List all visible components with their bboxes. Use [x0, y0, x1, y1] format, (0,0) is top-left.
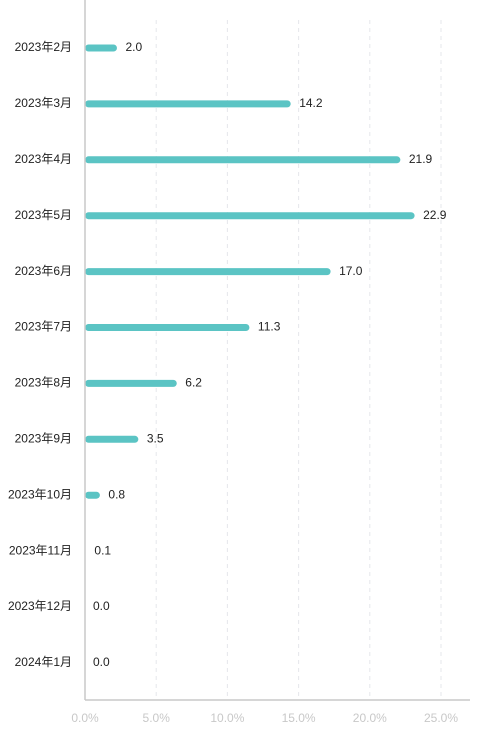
value-label: 2.0 — [125, 40, 142, 54]
x-tick-label: 20.0% — [353, 711, 387, 725]
category-label: 2023年5月 — [15, 208, 72, 222]
grid-lines — [155, 20, 442, 700]
category-label: 2023年10月 — [8, 487, 72, 501]
value-label: 0.0 — [93, 655, 110, 669]
value-label: 17.0 — [339, 264, 363, 278]
axes — [84, 0, 470, 701]
value-label: 0.8 — [108, 487, 125, 501]
value-label: 6.2 — [185, 376, 202, 390]
value-label: 0.1 — [94, 543, 111, 557]
category-label: 2023年11月 — [9, 543, 72, 557]
value-labels: 2.0 14.2 21.9 22.9 17.0 11.3 6.2 3.5 0.8 0.1 0.0 0.… — [93, 40, 447, 669]
category-label: 2023年12月 — [8, 599, 72, 613]
value-label: 0.0 — [93, 599, 110, 613]
category-label: 2023年6月 — [15, 264, 72, 278]
x-tick-label: 5.0% — [143, 711, 171, 725]
category-label: 2023年2月 — [15, 40, 72, 54]
category-label: 2023年8月 — [15, 376, 72, 390]
category-label: 2023年3月 — [15, 96, 72, 110]
category-labels: 2023年2月 2023年3月 2023年4月 2023年5月 2023年6月 2023年… — [8, 40, 72, 669]
category-label: 2023年7月 — [15, 320, 72, 334]
x-tick-labels: 0.0% 5.0% 10.0% 15.0% 20.0% 25.0% — [71, 711, 458, 725]
x-tick-label: 10.0% — [210, 711, 244, 725]
category-label: 2023年9月 — [15, 431, 72, 445]
value-label: 22.9 — [423, 208, 447, 222]
bars — [85, 44, 415, 499]
category-label: 2024年1月 — [15, 655, 72, 669]
value-label: 21.9 — [409, 152, 433, 166]
x-tick-label: 0.0% — [71, 711, 99, 725]
x-tick-label: 15.0% — [282, 711, 316, 725]
value-label: 11.3 — [258, 320, 281, 334]
value-label: 14.2 — [299, 96, 323, 110]
value-label: 3.5 — [147, 431, 164, 445]
category-label: 2023年4月 — [15, 152, 72, 166]
x-tick-label: 25.0% — [424, 711, 458, 725]
